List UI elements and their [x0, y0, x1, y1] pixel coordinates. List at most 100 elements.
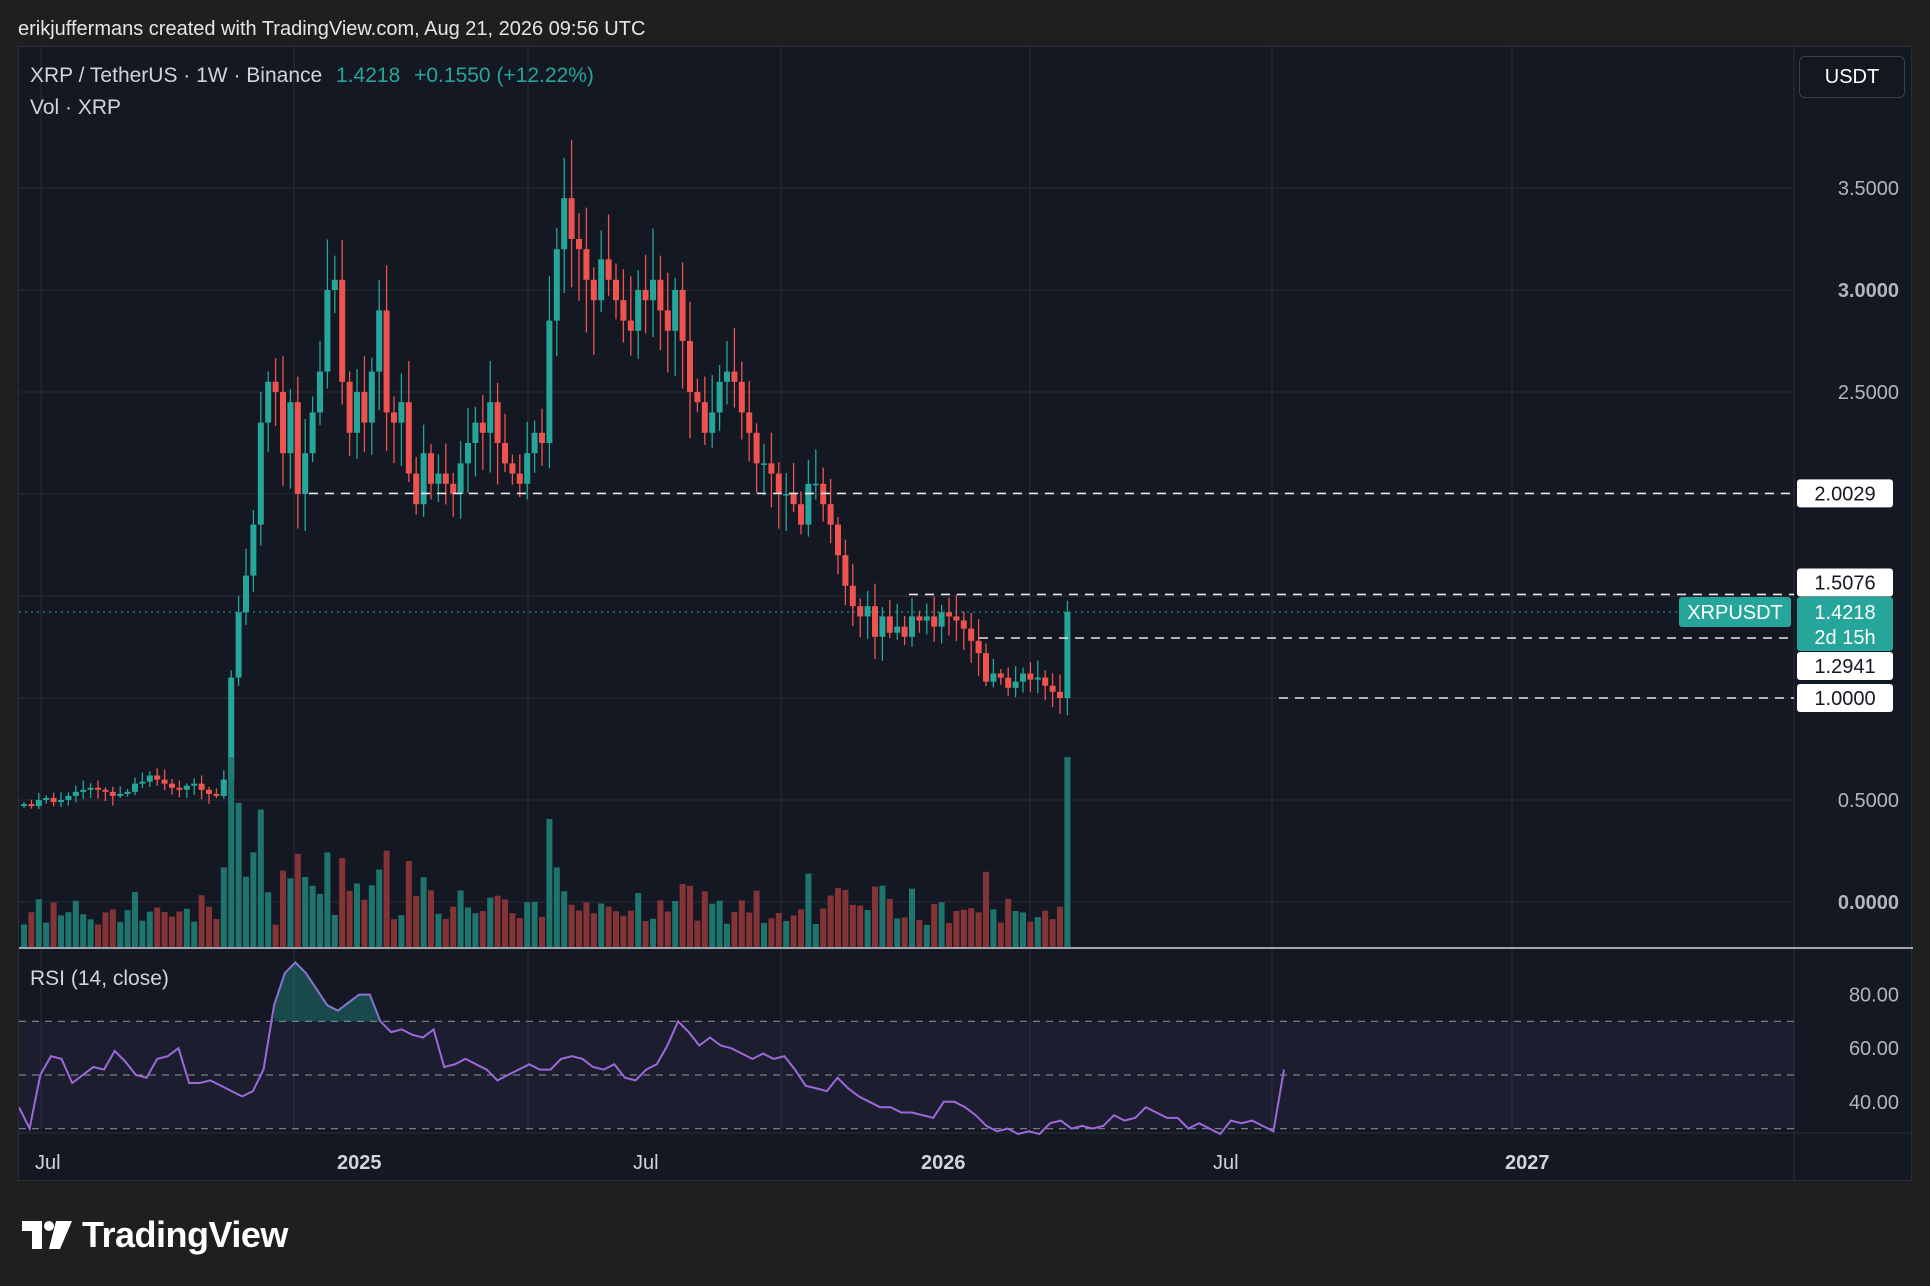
candle-body	[960, 620, 967, 629]
candle-body	[753, 432, 760, 464]
volume-bar	[235, 802, 242, 947]
chart-frame[interactable]: 3.5000 3.0000 2.5000 0.5000 0.0000 2.0029 1.50…	[18, 46, 1913, 1182]
volume-bar	[524, 902, 531, 947]
volume-bar	[687, 885, 693, 947]
candle-body	[472, 422, 479, 443]
volume-bar	[383, 850, 390, 947]
candle-body	[901, 626, 908, 637]
volume-bar	[87, 919, 94, 947]
candle-body	[198, 783, 205, 790]
candle-body	[590, 279, 597, 301]
candle-body	[161, 779, 168, 784]
level-label: 1.2941	[1814, 656, 1875, 678]
volume-bar	[894, 918, 901, 947]
time-tick-label: 2027	[1505, 1152, 1550, 1174]
volume-legend[interactable]: Vol · XRP	[30, 96, 122, 119]
candle-body	[494, 402, 501, 443]
candle-body	[613, 279, 619, 301]
volume-bar	[620, 915, 627, 947]
volume-bar	[805, 873, 812, 947]
volume-bar	[442, 919, 449, 947]
candle-body	[627, 320, 634, 331]
chart-canvas[interactable]: 3.5000 3.0000 2.5000 0.5000 0.0000 2.0029 1.50…	[19, 47, 1913, 1182]
level-label: 2.0029	[1814, 483, 1875, 505]
volume-bar	[879, 885, 886, 947]
candle-body	[583, 249, 590, 280]
level-label-box	[1797, 684, 1893, 712]
candle-body	[1049, 685, 1056, 692]
volume-bar	[487, 897, 494, 947]
level-label: 1.0000	[1814, 688, 1875, 710]
candle-body	[938, 612, 945, 627]
volume-bar	[502, 899, 508, 947]
rsi-tick-label: 40.00	[1849, 1092, 1899, 1114]
currency-button[interactable]: USDT	[1799, 56, 1905, 98]
volume-bar	[975, 912, 982, 947]
candle-body	[849, 585, 856, 607]
countdown-tag: 2d 15h	[1814, 627, 1875, 649]
candle-body	[72, 791, 79, 796]
candle-body	[539, 432, 545, 443]
candle-body	[561, 198, 568, 250]
candle-body	[916, 616, 923, 621]
volume-bar	[872, 886, 878, 947]
volume-bar	[95, 924, 101, 947]
candle-body	[672, 290, 679, 331]
candle-body	[709, 412, 716, 433]
candle-body	[790, 494, 797, 505]
volume-bar	[324, 852, 331, 947]
time-tick-label: 2025	[337, 1152, 382, 1174]
volume-bar	[613, 911, 619, 947]
candle-body	[716, 381, 723, 413]
candle-body	[635, 290, 642, 331]
candle-body	[864, 606, 871, 617]
candle-body	[428, 453, 434, 484]
candle-body	[1064, 611, 1071, 698]
symbol-tag-box	[1679, 596, 1791, 627]
volume-bar	[1057, 906, 1063, 947]
volume-bar	[997, 922, 1004, 947]
candle-body	[731, 371, 738, 382]
volume-bar	[812, 924, 819, 947]
candle-body	[798, 504, 804, 525]
volume-bar	[509, 913, 516, 947]
symbol-legend[interactable]: XRP / TetherUS · 1W · Binance 1.4218 +0.…	[30, 64, 594, 88]
candle-body	[257, 422, 264, 525]
candle-body	[553, 249, 560, 321]
volume-bar	[243, 876, 249, 947]
candle-body	[768, 463, 775, 474]
volume-bar	[968, 908, 975, 947]
tradingview-logo-text: TradingView	[82, 1214, 288, 1255]
candle-body	[687, 341, 693, 392]
volume-bar	[983, 871, 989, 947]
time-tick-label: Jul	[35, 1152, 61, 1174]
level-label: 1.5076	[1814, 572, 1875, 594]
candle-body	[664, 310, 671, 331]
symbol-tag: XRPUSDT	[1687, 602, 1783, 624]
candle-body	[879, 616, 886, 637]
price-tick-label: 0.5000	[1838, 790, 1899, 812]
volume-bar	[354, 883, 360, 947]
rsi-legend[interactable]: RSI (14, close)	[30, 967, 169, 990]
volume-bar	[753, 890, 760, 947]
volume-bar	[664, 911, 671, 947]
volume-bar	[191, 921, 198, 947]
candle-body	[983, 653, 989, 682]
candle-body	[1020, 673, 1026, 682]
candle-body	[975, 640, 982, 654]
candle-body	[228, 677, 235, 780]
volume-bar	[916, 920, 923, 947]
volume-bar	[931, 904, 938, 947]
level-label-box	[1797, 568, 1893, 597]
candle-body	[812, 483, 819, 486]
candle-body	[132, 783, 138, 792]
volume-bar	[724, 923, 730, 947]
volume-bar	[420, 877, 427, 947]
volume-bar	[731, 911, 738, 947]
volume-bar	[154, 907, 161, 947]
candle-body	[124, 791, 131, 794]
candle-body	[450, 483, 457, 494]
volume-bar	[553, 867, 560, 947]
volume-bar	[1034, 917, 1041, 947]
candle-body	[620, 300, 627, 321]
